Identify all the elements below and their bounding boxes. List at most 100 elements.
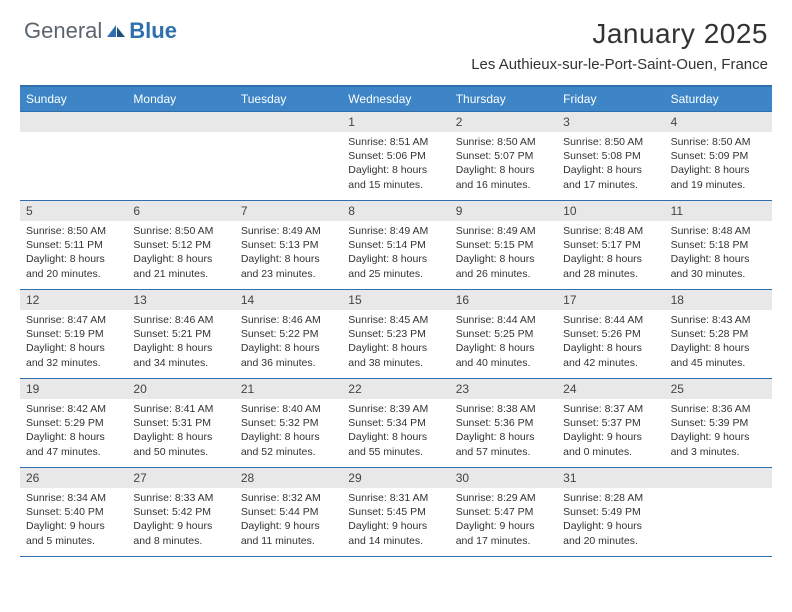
sunrise-text: Sunrise: 8:45 AM: [348, 313, 443, 327]
calendar-day-cell: 5Sunrise: 8:50 AMSunset: 5:11 PMDaylight…: [20, 201, 127, 289]
sunrise-text: Sunrise: 8:40 AM: [241, 402, 336, 416]
calendar-day-cell: 31Sunrise: 8:28 AMSunset: 5:49 PMDayligh…: [557, 468, 664, 556]
weekday-header: Friday: [557, 87, 664, 111]
sunrise-text: Sunrise: 8:50 AM: [456, 135, 551, 149]
day-data: Sunrise: 8:32 AMSunset: 5:44 PMDaylight:…: [235, 488, 342, 554]
day-number: 22: [342, 379, 449, 399]
day-data: Sunrise: 8:49 AMSunset: 5:14 PMDaylight:…: [342, 221, 449, 287]
sunset-text: Sunset: 5:21 PM: [133, 327, 228, 341]
calendar-day-cell: 27Sunrise: 8:33 AMSunset: 5:42 PMDayligh…: [127, 468, 234, 556]
sunset-text: Sunset: 5:42 PM: [133, 505, 228, 519]
sunrise-text: Sunrise: 8:50 AM: [671, 135, 766, 149]
day-data: Sunrise: 8:49 AMSunset: 5:13 PMDaylight:…: [235, 221, 342, 287]
calendar-day-cell: 25Sunrise: 8:36 AMSunset: 5:39 PMDayligh…: [665, 379, 772, 467]
sunrise-text: Sunrise: 8:50 AM: [563, 135, 658, 149]
sunrise-text: Sunrise: 8:41 AM: [133, 402, 228, 416]
day-number: 13: [127, 290, 234, 310]
day-number: 4: [665, 112, 772, 132]
calendar-day-cell: 23Sunrise: 8:38 AMSunset: 5:36 PMDayligh…: [450, 379, 557, 467]
day-data: Sunrise: 8:40 AMSunset: 5:32 PMDaylight:…: [235, 399, 342, 465]
day-number: 20: [127, 379, 234, 399]
day-number: 27: [127, 468, 234, 488]
sunset-text: Sunset: 5:39 PM: [671, 416, 766, 430]
sunset-text: Sunset: 5:12 PM: [133, 238, 228, 252]
daylight-text: Daylight: 8 hours and 32 minutes.: [26, 341, 121, 369]
calendar-day-cell: 20Sunrise: 8:41 AMSunset: 5:31 PMDayligh…: [127, 379, 234, 467]
sunset-text: Sunset: 5:47 PM: [456, 505, 551, 519]
sunrise-text: Sunrise: 8:49 AM: [348, 224, 443, 238]
calendar-week-row: 1Sunrise: 8:51 AMSunset: 5:06 PMDaylight…: [20, 111, 772, 200]
title-block: January 2025 Les Authieux-sur-le-Port-Sa…: [471, 18, 768, 73]
daylight-text: Daylight: 8 hours and 15 minutes.: [348, 163, 443, 191]
sunset-text: Sunset: 5:09 PM: [671, 149, 766, 163]
day-number: 21: [235, 379, 342, 399]
calendar-day-cell: 11Sunrise: 8:48 AMSunset: 5:18 PMDayligh…: [665, 201, 772, 289]
calendar-day-cell: 22Sunrise: 8:39 AMSunset: 5:34 PMDayligh…: [342, 379, 449, 467]
day-number: 10: [557, 201, 664, 221]
sunrise-text: Sunrise: 8:44 AM: [456, 313, 551, 327]
daylight-text: Daylight: 8 hours and 17 minutes.: [563, 163, 658, 191]
day-data: Sunrise: 8:29 AMSunset: 5:47 PMDaylight:…: [450, 488, 557, 554]
sunset-text: Sunset: 5:19 PM: [26, 327, 121, 341]
sunrise-text: Sunrise: 8:36 AM: [671, 402, 766, 416]
day-number: 19: [20, 379, 127, 399]
sunset-text: Sunset: 5:13 PM: [241, 238, 336, 252]
calendar-week-row: 5Sunrise: 8:50 AMSunset: 5:11 PMDaylight…: [20, 200, 772, 289]
day-data: Sunrise: 8:48 AMSunset: 5:18 PMDaylight:…: [665, 221, 772, 287]
day-data: Sunrise: 8:36 AMSunset: 5:39 PMDaylight:…: [665, 399, 772, 465]
daylight-text: Daylight: 8 hours and 23 minutes.: [241, 252, 336, 280]
daylight-text: Daylight: 9 hours and 0 minutes.: [563, 430, 658, 458]
day-data: Sunrise: 8:37 AMSunset: 5:37 PMDaylight:…: [557, 399, 664, 465]
day-number: [127, 112, 234, 132]
logo-text-b: Blue: [129, 18, 177, 44]
calendar-day-cell: [127, 112, 234, 200]
calendar-day-cell: 6Sunrise: 8:50 AMSunset: 5:12 PMDaylight…: [127, 201, 234, 289]
day-number: 18: [665, 290, 772, 310]
day-number: 29: [342, 468, 449, 488]
day-number: 24: [557, 379, 664, 399]
calendar-week-row: 19Sunrise: 8:42 AMSunset: 5:29 PMDayligh…: [20, 378, 772, 467]
calendar-day-cell: 19Sunrise: 8:42 AMSunset: 5:29 PMDayligh…: [20, 379, 127, 467]
daylight-text: Daylight: 8 hours and 21 minutes.: [133, 252, 228, 280]
sunset-text: Sunset: 5:44 PM: [241, 505, 336, 519]
calendar-day-cell: [20, 112, 127, 200]
day-data: Sunrise: 8:50 AMSunset: 5:09 PMDaylight:…: [665, 132, 772, 198]
sunrise-text: Sunrise: 8:37 AM: [563, 402, 658, 416]
daylight-text: Daylight: 8 hours and 34 minutes.: [133, 341, 228, 369]
logo-text-a: General: [24, 18, 102, 44]
day-data: Sunrise: 8:49 AMSunset: 5:15 PMDaylight:…: [450, 221, 557, 287]
sunset-text: Sunset: 5:36 PM: [456, 416, 551, 430]
daylight-text: Daylight: 8 hours and 55 minutes.: [348, 430, 443, 458]
daylight-text: Daylight: 8 hours and 26 minutes.: [456, 252, 551, 280]
calendar-day-cell: 2Sunrise: 8:50 AMSunset: 5:07 PMDaylight…: [450, 112, 557, 200]
day-data: Sunrise: 8:50 AMSunset: 5:12 PMDaylight:…: [127, 221, 234, 287]
sunrise-text: Sunrise: 8:29 AM: [456, 491, 551, 505]
calendar-day-cell: 9Sunrise: 8:49 AMSunset: 5:15 PMDaylight…: [450, 201, 557, 289]
daylight-text: Daylight: 8 hours and 47 minutes.: [26, 430, 121, 458]
daylight-text: Daylight: 8 hours and 19 minutes.: [671, 163, 766, 191]
day-data: Sunrise: 8:50 AMSunset: 5:08 PMDaylight:…: [557, 132, 664, 198]
sunrise-text: Sunrise: 8:39 AM: [348, 402, 443, 416]
sunset-text: Sunset: 5:28 PM: [671, 327, 766, 341]
day-data: Sunrise: 8:48 AMSunset: 5:17 PMDaylight:…: [557, 221, 664, 287]
day-data: Sunrise: 8:44 AMSunset: 5:25 PMDaylight:…: [450, 310, 557, 376]
sunset-text: Sunset: 5:49 PM: [563, 505, 658, 519]
sunrise-text: Sunrise: 8:46 AM: [133, 313, 228, 327]
calendar-day-cell: 1Sunrise: 8:51 AMSunset: 5:06 PMDaylight…: [342, 112, 449, 200]
calendar-week-row: 26Sunrise: 8:34 AMSunset: 5:40 PMDayligh…: [20, 467, 772, 556]
calendar-day-cell: 12Sunrise: 8:47 AMSunset: 5:19 PMDayligh…: [20, 290, 127, 378]
location-label: Les Authieux-sur-le-Port-Saint-Ouen, Fra…: [471, 56, 768, 73]
sunset-text: Sunset: 5:18 PM: [671, 238, 766, 252]
calendar-day-cell: 8Sunrise: 8:49 AMSunset: 5:14 PMDaylight…: [342, 201, 449, 289]
weekday-header: Sunday: [20, 87, 127, 111]
calendar-day-cell: 7Sunrise: 8:49 AMSunset: 5:13 PMDaylight…: [235, 201, 342, 289]
day-number: 3: [557, 112, 664, 132]
day-data: Sunrise: 8:46 AMSunset: 5:22 PMDaylight:…: [235, 310, 342, 376]
day-number: 8: [342, 201, 449, 221]
sunset-text: Sunset: 5:25 PM: [456, 327, 551, 341]
sunset-text: Sunset: 5:22 PM: [241, 327, 336, 341]
day-data: Sunrise: 8:31 AMSunset: 5:45 PMDaylight:…: [342, 488, 449, 554]
daylight-text: Daylight: 9 hours and 14 minutes.: [348, 519, 443, 547]
day-number: 17: [557, 290, 664, 310]
day-number: [665, 468, 772, 488]
